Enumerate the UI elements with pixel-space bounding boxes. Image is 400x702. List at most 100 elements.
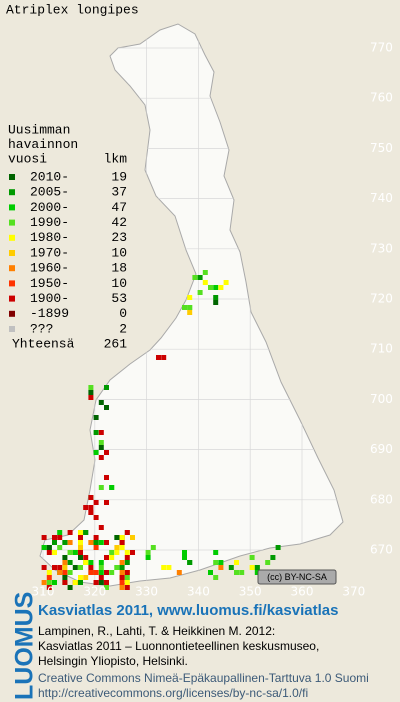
record-square xyxy=(93,415,99,420)
legend-label: 2010- xyxy=(30,169,69,184)
record-square xyxy=(98,575,104,580)
total-count: 261 xyxy=(104,336,128,351)
legend-swatch xyxy=(9,280,15,287)
record-square xyxy=(145,555,151,560)
record-square xyxy=(119,540,125,545)
x-axis-label: 320 xyxy=(83,585,106,599)
record-square xyxy=(57,530,63,535)
legend-count: 10 xyxy=(111,245,127,260)
record-square xyxy=(98,580,104,585)
record-square xyxy=(67,540,73,545)
record-square xyxy=(275,545,281,550)
legend-count-heading: lkm xyxy=(104,151,128,166)
y-axis-label: 770 xyxy=(370,41,393,55)
record-square xyxy=(62,570,68,575)
record-square xyxy=(156,355,161,360)
record-square xyxy=(52,580,57,585)
record-square xyxy=(67,560,73,565)
legend-label: -1899 xyxy=(30,306,69,321)
record-square xyxy=(88,565,94,570)
record-square xyxy=(239,570,245,575)
legend-count: 23 xyxy=(111,230,127,245)
record-square xyxy=(88,570,94,575)
legend-count: 0 xyxy=(119,306,127,321)
record-square xyxy=(83,530,89,535)
record-square xyxy=(223,280,229,285)
record-square xyxy=(41,565,47,570)
record-square xyxy=(187,305,193,310)
record-square xyxy=(62,560,68,565)
record-square xyxy=(57,545,63,550)
record-square xyxy=(119,535,125,540)
x-axis-label: 370 xyxy=(342,585,365,599)
record-square xyxy=(182,305,187,310)
record-square xyxy=(124,585,130,590)
legend-count: 10 xyxy=(111,276,127,291)
record-square xyxy=(78,530,83,535)
record-square xyxy=(98,525,104,530)
record-square xyxy=(93,430,99,435)
record-square xyxy=(213,575,219,580)
record-square xyxy=(93,570,99,575)
record-square xyxy=(176,570,182,575)
legend-label: 1950- xyxy=(30,276,69,291)
record-square xyxy=(119,575,125,580)
record-square xyxy=(88,385,94,390)
record-square xyxy=(93,540,99,545)
legend-heading: Uusimman xyxy=(8,122,70,137)
record-square xyxy=(119,545,125,550)
record-square xyxy=(78,535,83,540)
record-square xyxy=(119,570,125,575)
legend-swatch xyxy=(9,204,15,211)
y-axis-label: 690 xyxy=(370,442,393,456)
total-label: Yhteensä xyxy=(12,336,75,351)
record-square xyxy=(187,310,193,315)
record-square xyxy=(114,545,120,550)
record-square xyxy=(202,280,208,285)
record-square xyxy=(145,550,151,555)
record-square xyxy=(249,555,255,560)
record-square xyxy=(98,540,104,545)
y-axis-label: 730 xyxy=(370,241,393,255)
record-square xyxy=(213,285,219,290)
record-square xyxy=(88,540,94,545)
license-line: Creative Commons Nimeä-Epäkaupallinen-Ta… xyxy=(38,671,369,685)
record-square xyxy=(98,445,104,450)
record-square xyxy=(46,585,52,590)
record-square xyxy=(78,550,83,555)
record-square xyxy=(161,565,167,570)
record-square xyxy=(109,485,115,490)
record-square xyxy=(192,275,198,280)
record-square xyxy=(119,565,125,570)
record-square xyxy=(93,535,99,540)
legend-swatch xyxy=(9,219,15,226)
record-square xyxy=(187,560,193,565)
legend-label: 2005- xyxy=(30,185,69,200)
record-square xyxy=(46,545,52,550)
x-axis-label: 350 xyxy=(239,585,262,599)
license-line: http://creativecommons.org/licenses/by-n… xyxy=(38,686,308,700)
record-square xyxy=(78,565,83,570)
record-square xyxy=(72,550,78,555)
legend-swatch xyxy=(9,310,15,317)
legend-label: 1990- xyxy=(30,215,69,230)
x-axis-label: 360 xyxy=(291,585,314,599)
record-square xyxy=(67,550,73,555)
record-square xyxy=(104,585,109,590)
record-square xyxy=(208,570,213,575)
record-square xyxy=(78,580,83,585)
record-square xyxy=(57,535,63,540)
record-square xyxy=(46,580,52,585)
logo: LUOMUS xyxy=(11,592,39,700)
record-square xyxy=(202,270,208,275)
record-square xyxy=(83,575,89,580)
record-square xyxy=(254,570,260,575)
record-square xyxy=(98,400,104,405)
record-square xyxy=(98,565,104,570)
record-square xyxy=(93,545,99,550)
legend-heading: vuosi xyxy=(8,151,47,166)
record-square xyxy=(109,555,115,560)
record-square xyxy=(130,550,135,555)
record-square xyxy=(182,550,187,555)
